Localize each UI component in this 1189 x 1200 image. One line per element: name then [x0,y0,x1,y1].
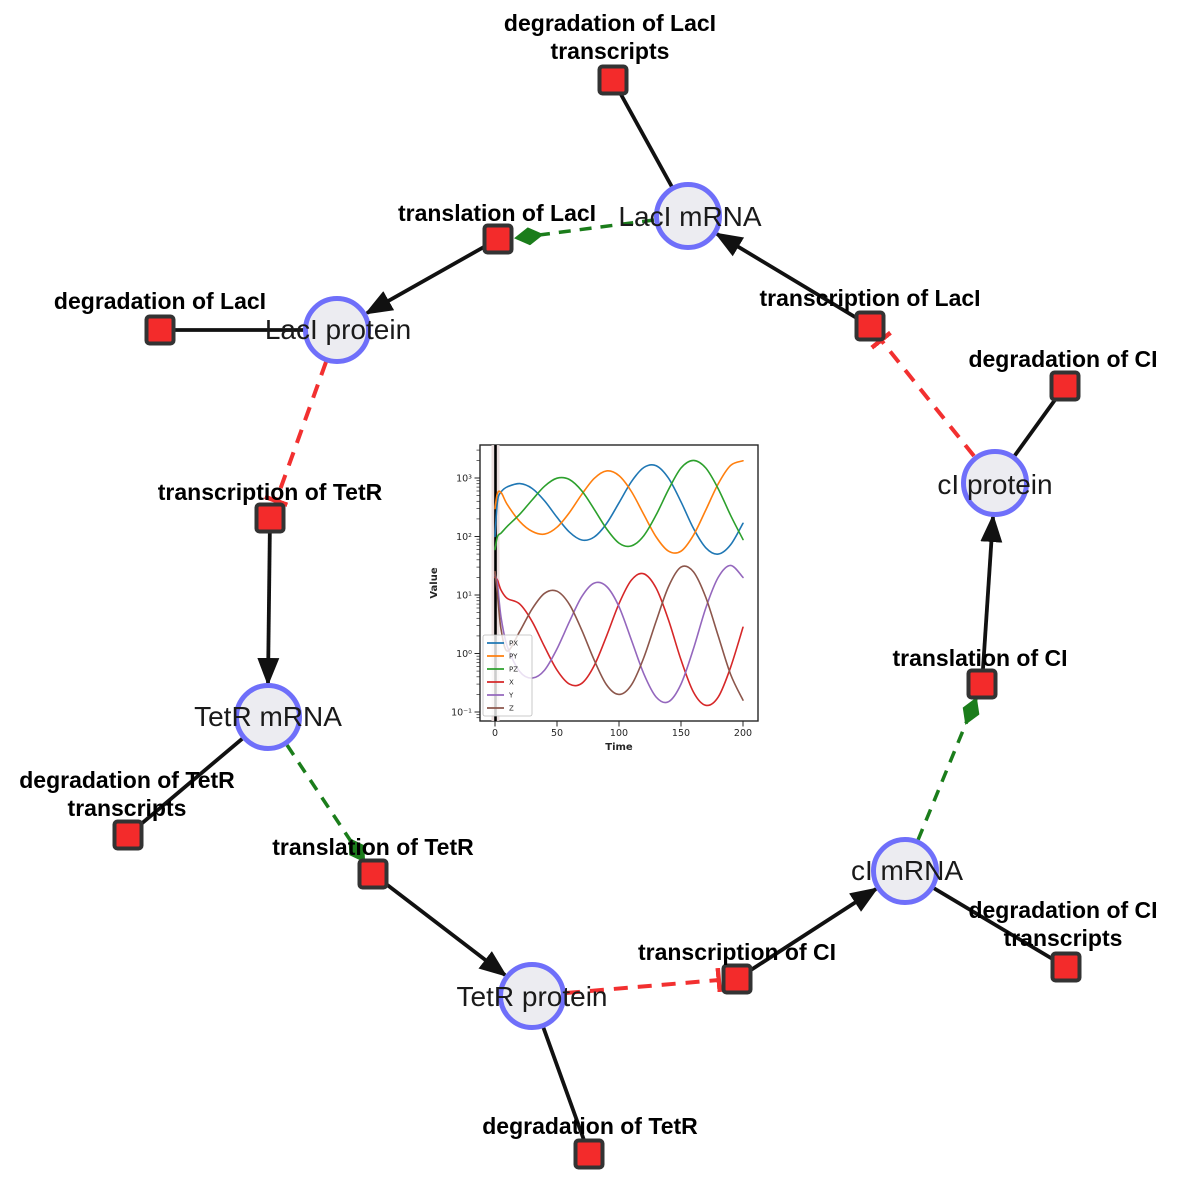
label-line: translation of LacI [397,200,597,226]
reaction-label-translation-tetr: translation of TetR [272,833,473,861]
label-line: degradation of LacI [503,10,717,36]
reaction-node-translation-ci[interactable] [966,668,998,700]
reaction-label-degradation-tetr-transcripts: degradation of TetR transcripts [19,766,235,822]
species-label-tetr-protein: TetR protein [456,981,608,1012]
curve-pz [494,459,744,551]
reaction-node-degradation-ci-transcripts[interactable] [1050,951,1082,983]
legend-label-x: X [509,679,514,687]
label-line: degradation of TetR [482,1113,698,1139]
xtick-0: 0 [492,728,498,739]
label-line: transcription of TetR [157,479,383,505]
legend-label-y: Y [508,692,514,700]
label-line: translation of TetR [272,834,474,860]
ytick-1e-1: 10⁻¹ [451,708,472,719]
species-label-ci-protein: cI protein [937,469,1053,500]
label-line: transcripts [67,795,187,821]
reaction-label-transcription-tetr: transcription of TetR [158,478,382,506]
label-line: degradation of LacI [53,288,267,314]
reaction-label-transcription-laci: transcription of LacI [759,284,980,312]
reaction-node-degradation-tetr-transcripts[interactable] [112,819,144,851]
edge-translation-ci-to-protein [980,514,1003,685]
species-node-tetr-protein[interactable] [498,962,566,1030]
reaction-node-transcription-ci[interactable] [721,963,753,995]
reaction-label-degradation-tetr: degradation of TetR [482,1112,698,1140]
legend-label-pz: PZ [509,666,518,674]
species-node-tetr-mrna[interactable] [234,683,302,751]
label-line: transcripts [550,38,670,64]
y-minor-ticks [476,449,480,719]
legend-label-z: Z [509,705,514,713]
reaction-label-translation-laci: translation of LacI [398,199,596,227]
edge-transcription-tetr-to-mrna [257,517,280,686]
reaction-label-degradation-ci: degradation of CI [968,345,1157,373]
y-major-ticks [474,477,480,713]
species-node-ci-mrna[interactable] [871,837,939,905]
label-line: degradation of TetR [19,767,235,793]
label-line: degradation of CI [968,346,1158,372]
species-node-laci-protein[interactable] [303,296,371,364]
legend-label-px: PX [509,640,518,648]
reaction-label-translation-ci: translation of CI [892,644,1067,672]
reaction-node-degradation-laci[interactable] [144,314,176,346]
label-line: transcription of CI [637,939,837,965]
xtick-200: 200 [734,728,752,739]
reaction-node-transcription-tetr[interactable] [254,502,286,534]
reaction-label-degradation-laci: degradation of LacI [54,287,266,315]
legend-label-py: PY [509,653,518,661]
edge-tetr-protein-inhibits-transcription-ci [565,967,723,995]
curve-px [494,464,744,555]
edge-laci-protein-inhibits-transcription-tetr [264,361,328,507]
reaction-label-transcription-ci: transcription of CI [638,938,836,966]
species-label-laci-mrna: LacI mRNA [618,201,762,232]
reaction-label-degradation-ci-transcripts: degradation of CI transcripts [968,896,1157,952]
edge-translation-tetr-to-protein [371,872,508,977]
reaction-node-transcription-laci[interactable] [854,310,886,342]
edge-ci-mrna-modifies-translation [916,697,980,841]
xtick-150: 150 [672,728,690,739]
species-label-ci-mrna: cI mRNA [851,855,963,886]
xtick-50: 50 [551,728,563,739]
y-axis-label: Value [429,567,440,598]
curve-x [494,572,744,707]
legend-box [482,634,533,717]
species-label-laci-protein: LacI protein [264,314,412,345]
edge-transcription-ci-to-mrna [735,887,879,981]
edge-laci-mrna-modifies-translation [514,218,655,246]
reaction-label-degradation-laci-transcripts: degradation of LacI transcripts [504,9,716,65]
chart-legend: PX PY PZ X Y Z [482,634,533,717]
x-axis-label: Time [605,742,633,753]
ytick-1e0: 10⁰ [456,649,472,660]
label-line: degradation of CI [968,897,1158,923]
species-label-tetr-mrna: TetR mRNA [194,701,342,732]
ytick-1e1: 10¹ [456,591,472,602]
ytick-1e2: 10² [456,532,472,543]
edge-transcription-laci-to-mrna [714,232,871,328]
species-node-laci-mrna[interactable] [654,182,722,250]
label-line: translation of CI [892,645,1068,671]
label-line: transcripts [1003,925,1123,951]
reaction-node-translation-tetr[interactable] [357,858,389,890]
reaction-node-translation-laci[interactable] [482,223,514,255]
reaction-node-degradation-laci-transcripts[interactable] [597,64,629,96]
inset-timecourse-chart: 10³ 10² 10¹ 10⁰ 10⁻¹ 0 50 100 150 200 Va… [429,444,759,753]
xtick-100: 100 [610,728,628,739]
edge-tetr-mrna-modifies-translation [285,744,366,863]
edge-ci-protein-inhibits-transcription-laci [870,330,976,458]
ytick-1e3: 10³ [456,474,472,485]
label-line: transcription of LacI [759,285,981,311]
edge-translation-laci-to-protein [364,237,499,315]
reaction-node-degradation-ci[interactable] [1049,370,1081,402]
reaction-node-degradation-tetr[interactable] [573,1138,605,1170]
x-major-ticks [494,721,744,727]
